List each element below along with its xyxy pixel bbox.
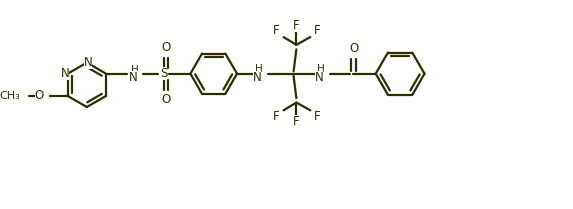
Text: F: F (314, 24, 321, 37)
Text: CH₃: CH₃ (0, 91, 21, 101)
Text: F: F (293, 116, 300, 129)
Text: O: O (162, 93, 171, 106)
Text: S: S (160, 67, 167, 80)
Text: O: O (349, 42, 358, 55)
Text: H: H (131, 65, 139, 75)
Text: N: N (315, 71, 324, 84)
Text: F: F (314, 110, 321, 123)
Text: N: N (129, 71, 138, 84)
Text: O: O (162, 41, 171, 54)
Text: N: N (253, 71, 261, 84)
Text: F: F (293, 19, 300, 32)
Text: H: H (255, 64, 262, 74)
Text: H: H (317, 64, 325, 74)
Text: N: N (84, 56, 92, 69)
Text: O: O (34, 89, 44, 102)
Text: N: N (61, 67, 69, 80)
Text: F: F (273, 24, 280, 37)
Text: F: F (273, 110, 280, 123)
